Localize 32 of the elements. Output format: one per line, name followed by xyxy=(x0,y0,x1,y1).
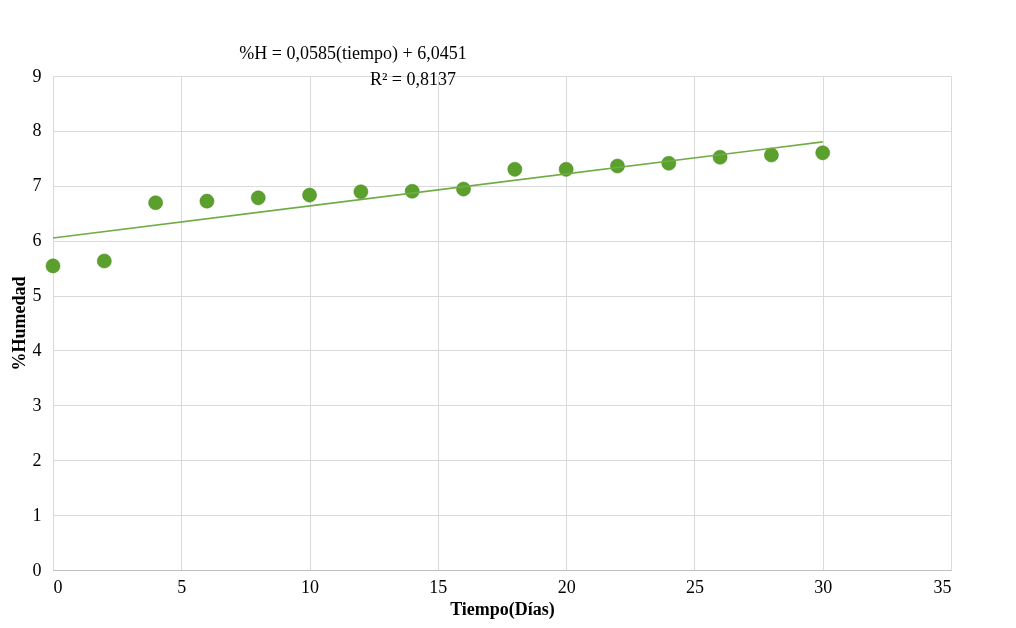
point xyxy=(353,184,369,200)
y-tick-label: 7 xyxy=(32,175,42,196)
annotation: R² = 0,8137 xyxy=(369,69,457,89)
y-tick-label: 8 xyxy=(32,120,42,141)
point xyxy=(815,145,831,161)
x-tick-label: 35 xyxy=(933,576,952,597)
y-tick-label: 1 xyxy=(32,504,42,525)
point xyxy=(250,190,266,206)
x-tick-label: 15 xyxy=(429,576,448,597)
y-tick-label: 4 xyxy=(32,339,42,360)
y-tick-label: 6 xyxy=(32,230,42,251)
x-tick-label: 30 xyxy=(814,576,833,597)
x-tick-label: 20 xyxy=(557,576,576,597)
x-tick-label: 0 xyxy=(53,576,63,597)
point xyxy=(96,253,112,269)
x-tick-label: 25 xyxy=(685,576,704,597)
y-tick-label: 2 xyxy=(32,449,42,470)
point xyxy=(764,147,779,163)
x-tick-label: 5 xyxy=(177,576,187,597)
point xyxy=(302,187,317,203)
point xyxy=(199,193,215,209)
y-axis-title: %Humedad xyxy=(8,276,29,371)
text: %H = 0,0585(tiempo) + 6,0451 xyxy=(239,43,467,64)
y-tick-label: 0 xyxy=(32,559,42,580)
x-axis-title: Tiempo(Días) xyxy=(450,598,555,620)
point xyxy=(507,162,523,177)
point xyxy=(45,258,61,274)
y-tick-label: 3 xyxy=(32,394,42,415)
point xyxy=(148,195,163,211)
x-tick-label: 10 xyxy=(301,576,320,597)
y-tick-label: 5 xyxy=(32,285,42,306)
y-tick-label: 9 xyxy=(32,65,42,86)
